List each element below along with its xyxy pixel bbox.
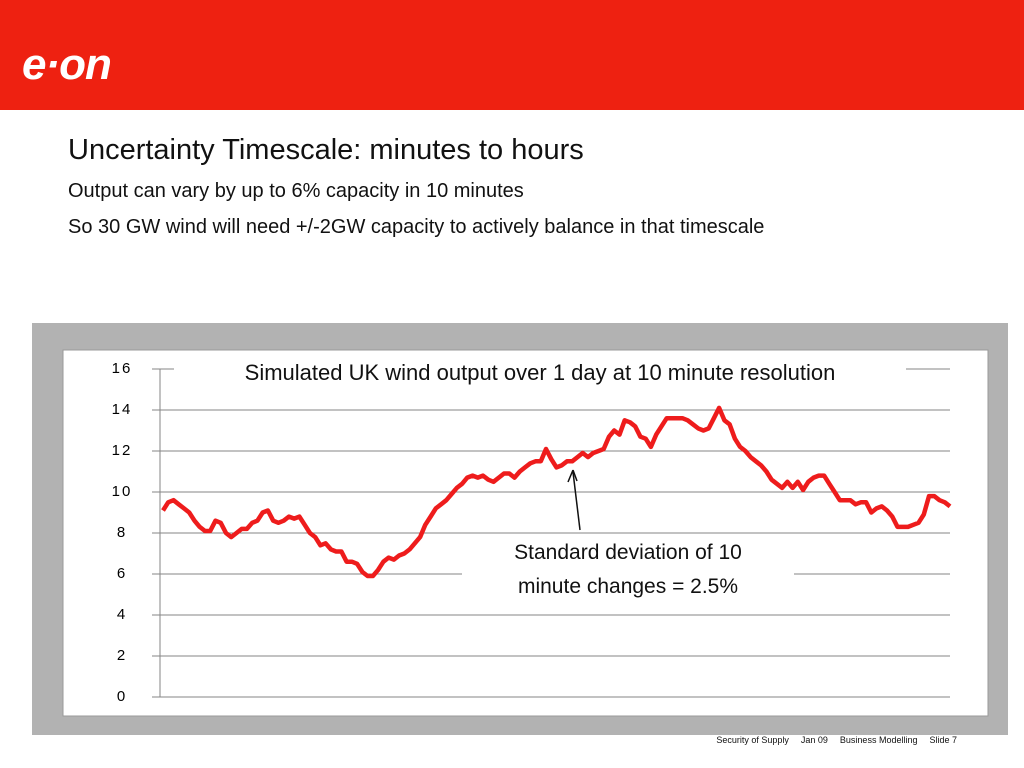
footer: Security of Supply Jan 09 Business Modelli…	[704, 735, 957, 745]
annotation-arrow	[572, 471, 581, 531]
y-tick-label: 16	[112, 360, 133, 377]
footer-item: Jan 09	[800, 735, 828, 745]
footer-item: Slide 7	[929, 735, 957, 745]
annotation-box	[462, 536, 794, 606]
logo: e·on	[22, 40, 112, 89]
data-line	[161, 405, 952, 579]
title-box	[174, 352, 906, 392]
arrow-head	[567, 469, 578, 483]
bullet: Output can vary by up to 6% capacity in …	[68, 180, 524, 202]
annotation-line: minute changes = 2.5%	[518, 575, 738, 598]
annotation-line: Standard deviation of 10	[514, 541, 742, 564]
y-tick-label: 8	[117, 524, 127, 541]
y-tick-label: 10	[112, 483, 133, 500]
y-tick-label: 0	[117, 688, 127, 705]
footer-item: Security of Supply	[716, 735, 789, 745]
header-bar: e·on	[0, 0, 1024, 110]
bullet: So 30 GW wind will need +/-2GW capacity …	[68, 216, 765, 238]
y-tick-label: 4	[117, 606, 127, 623]
y-tick-label: 14	[112, 401, 133, 418]
footer-item: Business Modelling	[839, 735, 918, 745]
slide-title: Uncertainty Timescale: minutes to hours	[68, 134, 584, 166]
chart-title: Simulated UK wind output over 1 day at 1…	[245, 360, 836, 385]
annotation: Standard deviation of 10 minute changes =…	[514, 541, 742, 598]
y-tick-label: 12	[112, 442, 133, 459]
y-tick-label: 2	[117, 647, 127, 664]
y-tick-label: 6	[117, 565, 127, 582]
